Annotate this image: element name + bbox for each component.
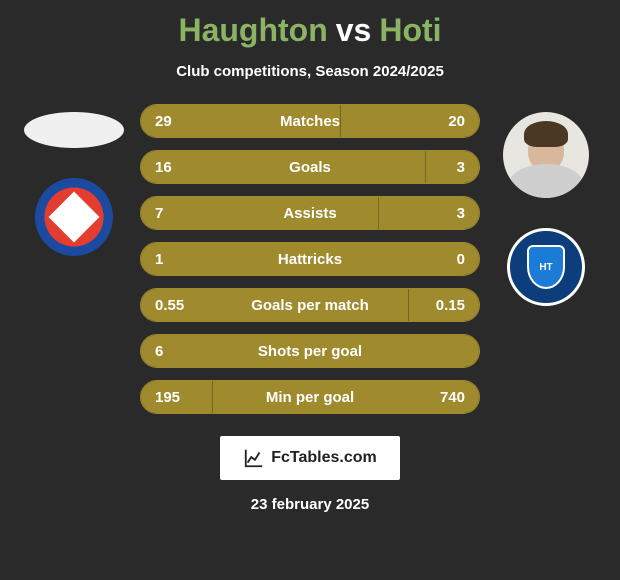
stats-table: 29 Matches 20 16 Goals 3 7 Assists 3 1 Hattricks 0 0… (140, 102, 480, 414)
content-area: 29 Matches 20 16 Goals 3 7 Assists 3 1 Hattricks 0 0… (20, 102, 600, 414)
left-column (20, 102, 128, 256)
player2-name: Hoti (379, 12, 441, 48)
stat-value-left: 195 (155, 389, 187, 406)
subtitle: Club competitions, Season 2024/2025 (176, 63, 444, 80)
stat-row: 195 Min per goal 740 (140, 380, 480, 414)
right-column: HT (492, 102, 600, 306)
stat-value-right: 0 (433, 251, 465, 268)
stat-value-left: 1 (155, 251, 187, 268)
player1-name: Haughton (178, 12, 327, 48)
stat-row: 7 Assists 3 (140, 196, 480, 230)
stat-label: Min per goal (266, 389, 354, 406)
brand-logo: FcTables.com (220, 436, 400, 480)
comparison-title: HaughtonvsHoti (178, 12, 441, 49)
stat-value-left: 7 (155, 205, 187, 222)
stat-value-right: 740 (433, 389, 465, 406)
vs-label: vs (336, 12, 372, 48)
stat-row: 0.55 Goals per match 0.15 (140, 288, 480, 322)
stat-row: 16 Goals 3 (140, 150, 480, 184)
player2-club-badge: HT (507, 228, 585, 306)
stat-value-left: 16 (155, 159, 187, 176)
stat-value-left: 29 (155, 113, 187, 130)
player2-photo (503, 112, 589, 198)
stat-row: 6 Shots per goal (140, 334, 480, 368)
stat-value-right: 3 (433, 205, 465, 222)
player2-club-shield: HT (527, 245, 565, 289)
stat-label: Assists (283, 205, 336, 222)
stat-label: Goals (289, 159, 331, 176)
brand-text: FcTables.com (271, 449, 377, 467)
stat-value-left: 6 (155, 343, 187, 360)
stat-row: 29 Matches 20 (140, 104, 480, 138)
shield-text: HT (539, 262, 552, 273)
stat-label: Goals per match (251, 297, 369, 314)
stat-value-right: 0.15 (433, 297, 465, 314)
date-label: 23 february 2025 (251, 496, 369, 513)
player1-club-badge (35, 178, 113, 256)
chart-icon (243, 447, 265, 469)
stat-label: Hattricks (278, 251, 342, 268)
stat-value-right: 3 (433, 159, 465, 176)
stat-label: Shots per goal (258, 343, 362, 360)
stat-row: 1 Hattricks 0 (140, 242, 480, 276)
stat-label: Matches (280, 113, 340, 130)
stat-value-left: 0.55 (155, 297, 187, 314)
player1-photo-placeholder (24, 112, 124, 148)
stat-value-right: 20 (433, 113, 465, 130)
